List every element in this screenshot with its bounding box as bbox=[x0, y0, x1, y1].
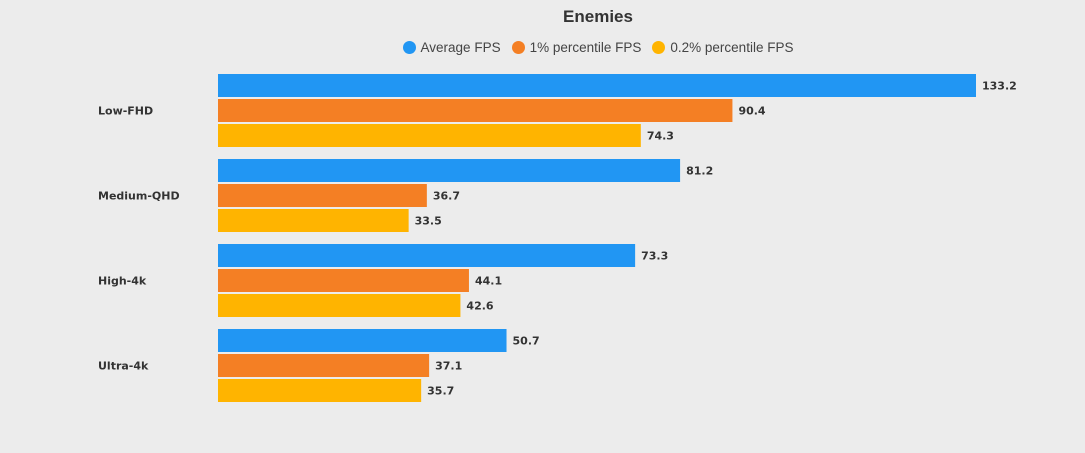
bar-ultra-4k-average-fps[interactable] bbox=[218, 329, 507, 352]
value-label-ultra-4k-1-percentile-fps: 37.1 bbox=[435, 360, 462, 373]
value-label-ultra-4k-0-2-percentile-fps: 35.7 bbox=[427, 385, 454, 398]
bar-medium-qhd-0-2-percentile-fps[interactable] bbox=[218, 209, 409, 232]
bar-low-fhd-average-fps[interactable] bbox=[218, 74, 976, 97]
legend-dot-1pct-fps bbox=[511, 41, 525, 54]
category-label-ultra-4k: Ultra-4k bbox=[98, 360, 149, 373]
legend-item-1pct-fps[interactable]: 1% percentile FPS bbox=[511, 40, 642, 55]
bar-high-4k-average-fps[interactable] bbox=[218, 244, 636, 267]
value-label-low-fhd-average-fps: 133.2 bbox=[982, 80, 1017, 93]
category-label-medium-qhd: Medium-QHD bbox=[98, 190, 180, 203]
category-label-high-4k: High-4k bbox=[98, 275, 147, 288]
value-label-low-fhd-0-2-percentile-fps: 74.3 bbox=[647, 130, 674, 143]
value-label-high-4k-0-2-percentile-fps: 42.6 bbox=[466, 300, 493, 313]
bar-ultra-4k-0-2-percentile-fps[interactable] bbox=[218, 379, 422, 402]
value-label-medium-qhd-1-percentile-fps: 36.7 bbox=[433, 190, 460, 203]
value-label-medium-qhd-average-fps: 81.2 bbox=[686, 165, 713, 178]
legend-label-1pct-fps: 1% percentile FPS bbox=[529, 40, 642, 55]
bar-medium-qhd-1-percentile-fps[interactable] bbox=[218, 184, 427, 207]
value-label-low-fhd-1-percentile-fps: 90.4 bbox=[738, 105, 765, 118]
chart-title: Enemies bbox=[563, 7, 633, 26]
bar-low-fhd-0-2-percentile-fps[interactable] bbox=[218, 124, 641, 147]
value-label-high-4k-1-percentile-fps: 44.1 bbox=[475, 275, 502, 288]
category-label-low-fhd: Low-FHD bbox=[98, 105, 153, 118]
bar-high-4k-1-percentile-fps[interactable] bbox=[218, 269, 469, 292]
legend: Average FPS 1% percentile FPS 0.2% perce… bbox=[0, 40, 1085, 55]
value-label-medium-qhd-0-2-percentile-fps: 33.5 bbox=[415, 215, 442, 228]
bar-medium-qhd-average-fps[interactable] bbox=[218, 159, 681, 182]
value-label-high-4k-average-fps: 73.3 bbox=[641, 250, 668, 263]
legend-label-02pct-fps: 0.2% percentile FPS bbox=[670, 40, 794, 55]
legend-item-average-fps[interactable]: Average FPS bbox=[402, 40, 501, 55]
legend-item-02pct-fps[interactable]: 0.2% percentile FPS bbox=[652, 40, 793, 55]
legend-label-average-fps: Average FPS bbox=[420, 40, 501, 55]
bar-low-fhd-1-percentile-fps[interactable] bbox=[218, 99, 733, 122]
bar-ultra-4k-1-percentile-fps[interactable] bbox=[218, 354, 430, 377]
legend-dot-02pct-fps bbox=[652, 41, 666, 54]
bar-high-4k-0-2-percentile-fps[interactable] bbox=[218, 294, 461, 317]
value-label-ultra-4k-average-fps: 50.7 bbox=[513, 335, 540, 348]
legend-dot-average-fps bbox=[402, 41, 416, 54]
